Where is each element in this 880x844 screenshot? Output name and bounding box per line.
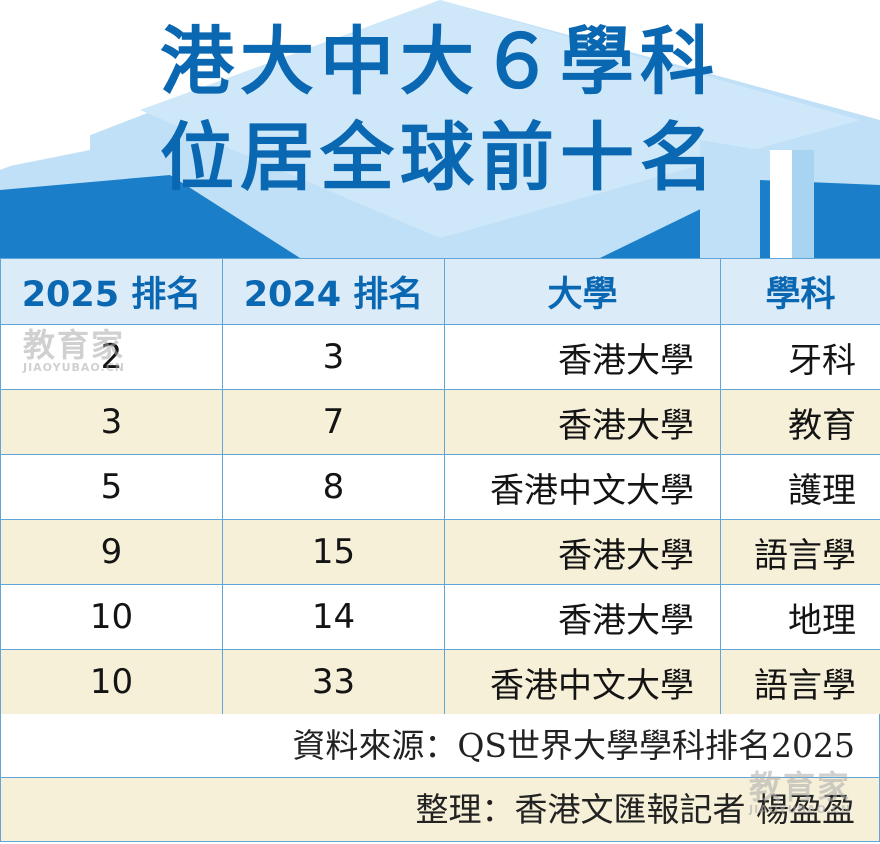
university-cell: 香港中文大學 xyxy=(444,454,721,520)
watermark-subtext: JIAOYUBAO.CN xyxy=(748,803,852,816)
table-row: 10 33 香港中文大學 語言學 xyxy=(0,649,880,715)
rank-2024-cell: 14 xyxy=(222,584,445,650)
title-line-2: 位居全球前十名 xyxy=(160,115,720,201)
watermark-subtext: JIAOYUBAO.CN xyxy=(22,361,126,374)
page-title: 港大中大６學科 位居全球前十名 xyxy=(0,14,880,206)
graduation-cap-graphic xyxy=(0,0,880,258)
rank-2025-cell: 9 xyxy=(0,519,223,585)
source-note: 資料來源：QS世界大學學科排名2025 xyxy=(0,714,880,778)
rank-2024-cell: 3 xyxy=(222,324,445,390)
table-row: 5 8 香港中文大學 護理 xyxy=(0,454,880,520)
header-subject: 學科 xyxy=(720,258,880,325)
table-row: 2 3 香港大學 牙科 xyxy=(0,324,880,390)
subject-cell: 牙科 xyxy=(720,324,880,390)
subject-cell: 地理 xyxy=(720,584,880,650)
rank-2025-cell: 10 xyxy=(0,584,223,650)
rank-2025-cell: 10 xyxy=(0,649,223,715)
watermark-text: 教育家 xyxy=(748,768,851,806)
table-header-row: 2025 排名 2024 排名 大學 學科 xyxy=(0,258,880,325)
watermark: 教育家 JIAOYUBAO.CN xyxy=(14,328,134,374)
university-cell: 香港中文大學 xyxy=(444,649,721,715)
subject-cell: 護理 xyxy=(720,454,880,520)
rank-2025-cell: 2 xyxy=(0,324,223,390)
header-rank-2024: 2024 排名 xyxy=(222,258,445,325)
university-cell: 香港大學 xyxy=(444,389,721,455)
rank-2025-cell: 3 xyxy=(0,389,223,455)
rank-2024-cell: 33 xyxy=(222,649,445,715)
rank-2024-cell: 7 xyxy=(222,389,445,455)
subject-cell: 教育 xyxy=(720,389,880,455)
table-row: 3 7 香港大學 教育 xyxy=(0,389,880,455)
subject-cell: 語言學 xyxy=(720,519,880,585)
title-line-1: 港大中大６學科 xyxy=(160,19,720,105)
rank-2024-cell: 15 xyxy=(222,519,445,585)
rank-2024-cell: 8 xyxy=(222,454,445,520)
rank-2025-cell: 5 xyxy=(0,454,223,520)
ranking-table: 2025 排名 2024 排名 大學 學科 2 3 香港大學 牙科 3 7 香港… xyxy=(0,258,880,715)
credit-note: 整理：香港文匯報記者 楊盈盈 xyxy=(0,778,880,842)
subject-cell: 語言學 xyxy=(720,649,880,715)
university-cell: 香港大學 xyxy=(444,584,721,650)
header-rank-2025: 2025 排名 xyxy=(0,258,223,325)
university-cell: 香港大學 xyxy=(444,519,721,585)
watermark-text: 教育家 xyxy=(22,326,125,364)
watermark: 教育家 JIAOYUBAO.CN xyxy=(730,770,870,816)
university-cell: 香港大學 xyxy=(444,324,721,390)
title-banner: 港大中大６學科 位居全球前十名 xyxy=(0,0,880,258)
header-university: 大學 xyxy=(444,258,721,325)
table-row: 9 15 香港大學 語言學 xyxy=(0,519,880,585)
table-row: 10 14 香港大學 地理 xyxy=(0,584,880,650)
